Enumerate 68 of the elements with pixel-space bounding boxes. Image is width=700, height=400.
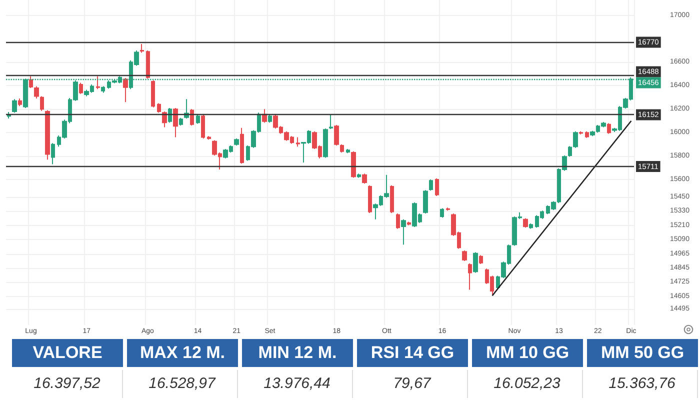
candlestick bbox=[151, 80, 155, 108]
text: 16.528,97 bbox=[127, 370, 238, 398]
candlestick bbox=[168, 107, 172, 124]
candlestick bbox=[329, 114, 333, 130]
candlestick bbox=[140, 44, 144, 54]
text: 16.397,52 bbox=[12, 370, 123, 398]
candlestick bbox=[96, 76, 100, 90]
candlestick bbox=[7, 112, 11, 119]
candlestick bbox=[12, 98, 17, 114]
candlestick bbox=[435, 178, 439, 196]
candlestick bbox=[51, 142, 55, 165]
candlestick bbox=[579, 130, 583, 135]
candlestick bbox=[396, 213, 400, 230]
candlestick bbox=[196, 114, 200, 124]
candlestick bbox=[234, 138, 239, 146]
candlestick bbox=[323, 128, 328, 158]
candlestick bbox=[101, 86, 105, 94]
candlestick bbox=[401, 218, 406, 246]
candlestick bbox=[173, 107, 178, 138]
text: 16.052,23 bbox=[472, 370, 583, 398]
candlestick bbox=[296, 136, 300, 148]
candlestick bbox=[334, 124, 339, 146]
text: MM 10 GG bbox=[472, 339, 583, 367]
candlestick bbox=[18, 98, 22, 107]
candlestick bbox=[190, 108, 194, 126]
candlestick bbox=[29, 76, 33, 88]
candlestick bbox=[351, 150, 356, 178]
candlestick bbox=[523, 218, 528, 228]
text: 13.976,44 bbox=[242, 370, 353, 398]
candlestick bbox=[40, 96, 44, 112]
text: MIN 12 M. bbox=[242, 339, 353, 367]
candlestick bbox=[123, 78, 128, 103]
candlestick bbox=[440, 208, 444, 218]
candlestick bbox=[446, 207, 450, 212]
text: 15.363,76 bbox=[587, 370, 698, 398]
text: MAX 12 M. bbox=[127, 339, 238, 367]
candlestick bbox=[268, 114, 272, 124]
candlestick bbox=[362, 173, 367, 184]
candlestick bbox=[162, 110, 167, 128]
candlestick bbox=[179, 117, 183, 126]
candlestick bbox=[468, 262, 472, 290]
candlestick bbox=[607, 122, 611, 134]
candlestick bbox=[262, 108, 267, 124]
candlestick bbox=[240, 127, 244, 164]
text: MM 50 GG bbox=[587, 339, 698, 367]
text: 79,67 bbox=[357, 370, 468, 398]
candlestick bbox=[357, 173, 361, 178]
candlestick bbox=[429, 179, 433, 192]
candlestick bbox=[407, 221, 411, 226]
candlestick bbox=[423, 190, 428, 214]
candlestick bbox=[529, 223, 533, 230]
candlestick bbox=[479, 254, 483, 264]
candlestick bbox=[207, 136, 211, 140]
candlestick bbox=[585, 130, 589, 138]
candlestick bbox=[157, 102, 161, 114]
candlestick bbox=[346, 148, 350, 154]
candlestick bbox=[79, 82, 83, 94]
text: VALORE bbox=[12, 339, 123, 367]
candlestick bbox=[473, 252, 478, 274]
candlestick bbox=[34, 86, 39, 100]
candlestick bbox=[45, 110, 50, 160]
text: RSI 14 GG bbox=[357, 339, 468, 367]
candlestick bbox=[146, 50, 150, 80]
candlestick bbox=[390, 184, 394, 214]
candlestick bbox=[462, 250, 467, 262]
candlestick bbox=[340, 144, 344, 154]
candlestick bbox=[201, 114, 205, 139]
candlestick bbox=[368, 184, 372, 214]
